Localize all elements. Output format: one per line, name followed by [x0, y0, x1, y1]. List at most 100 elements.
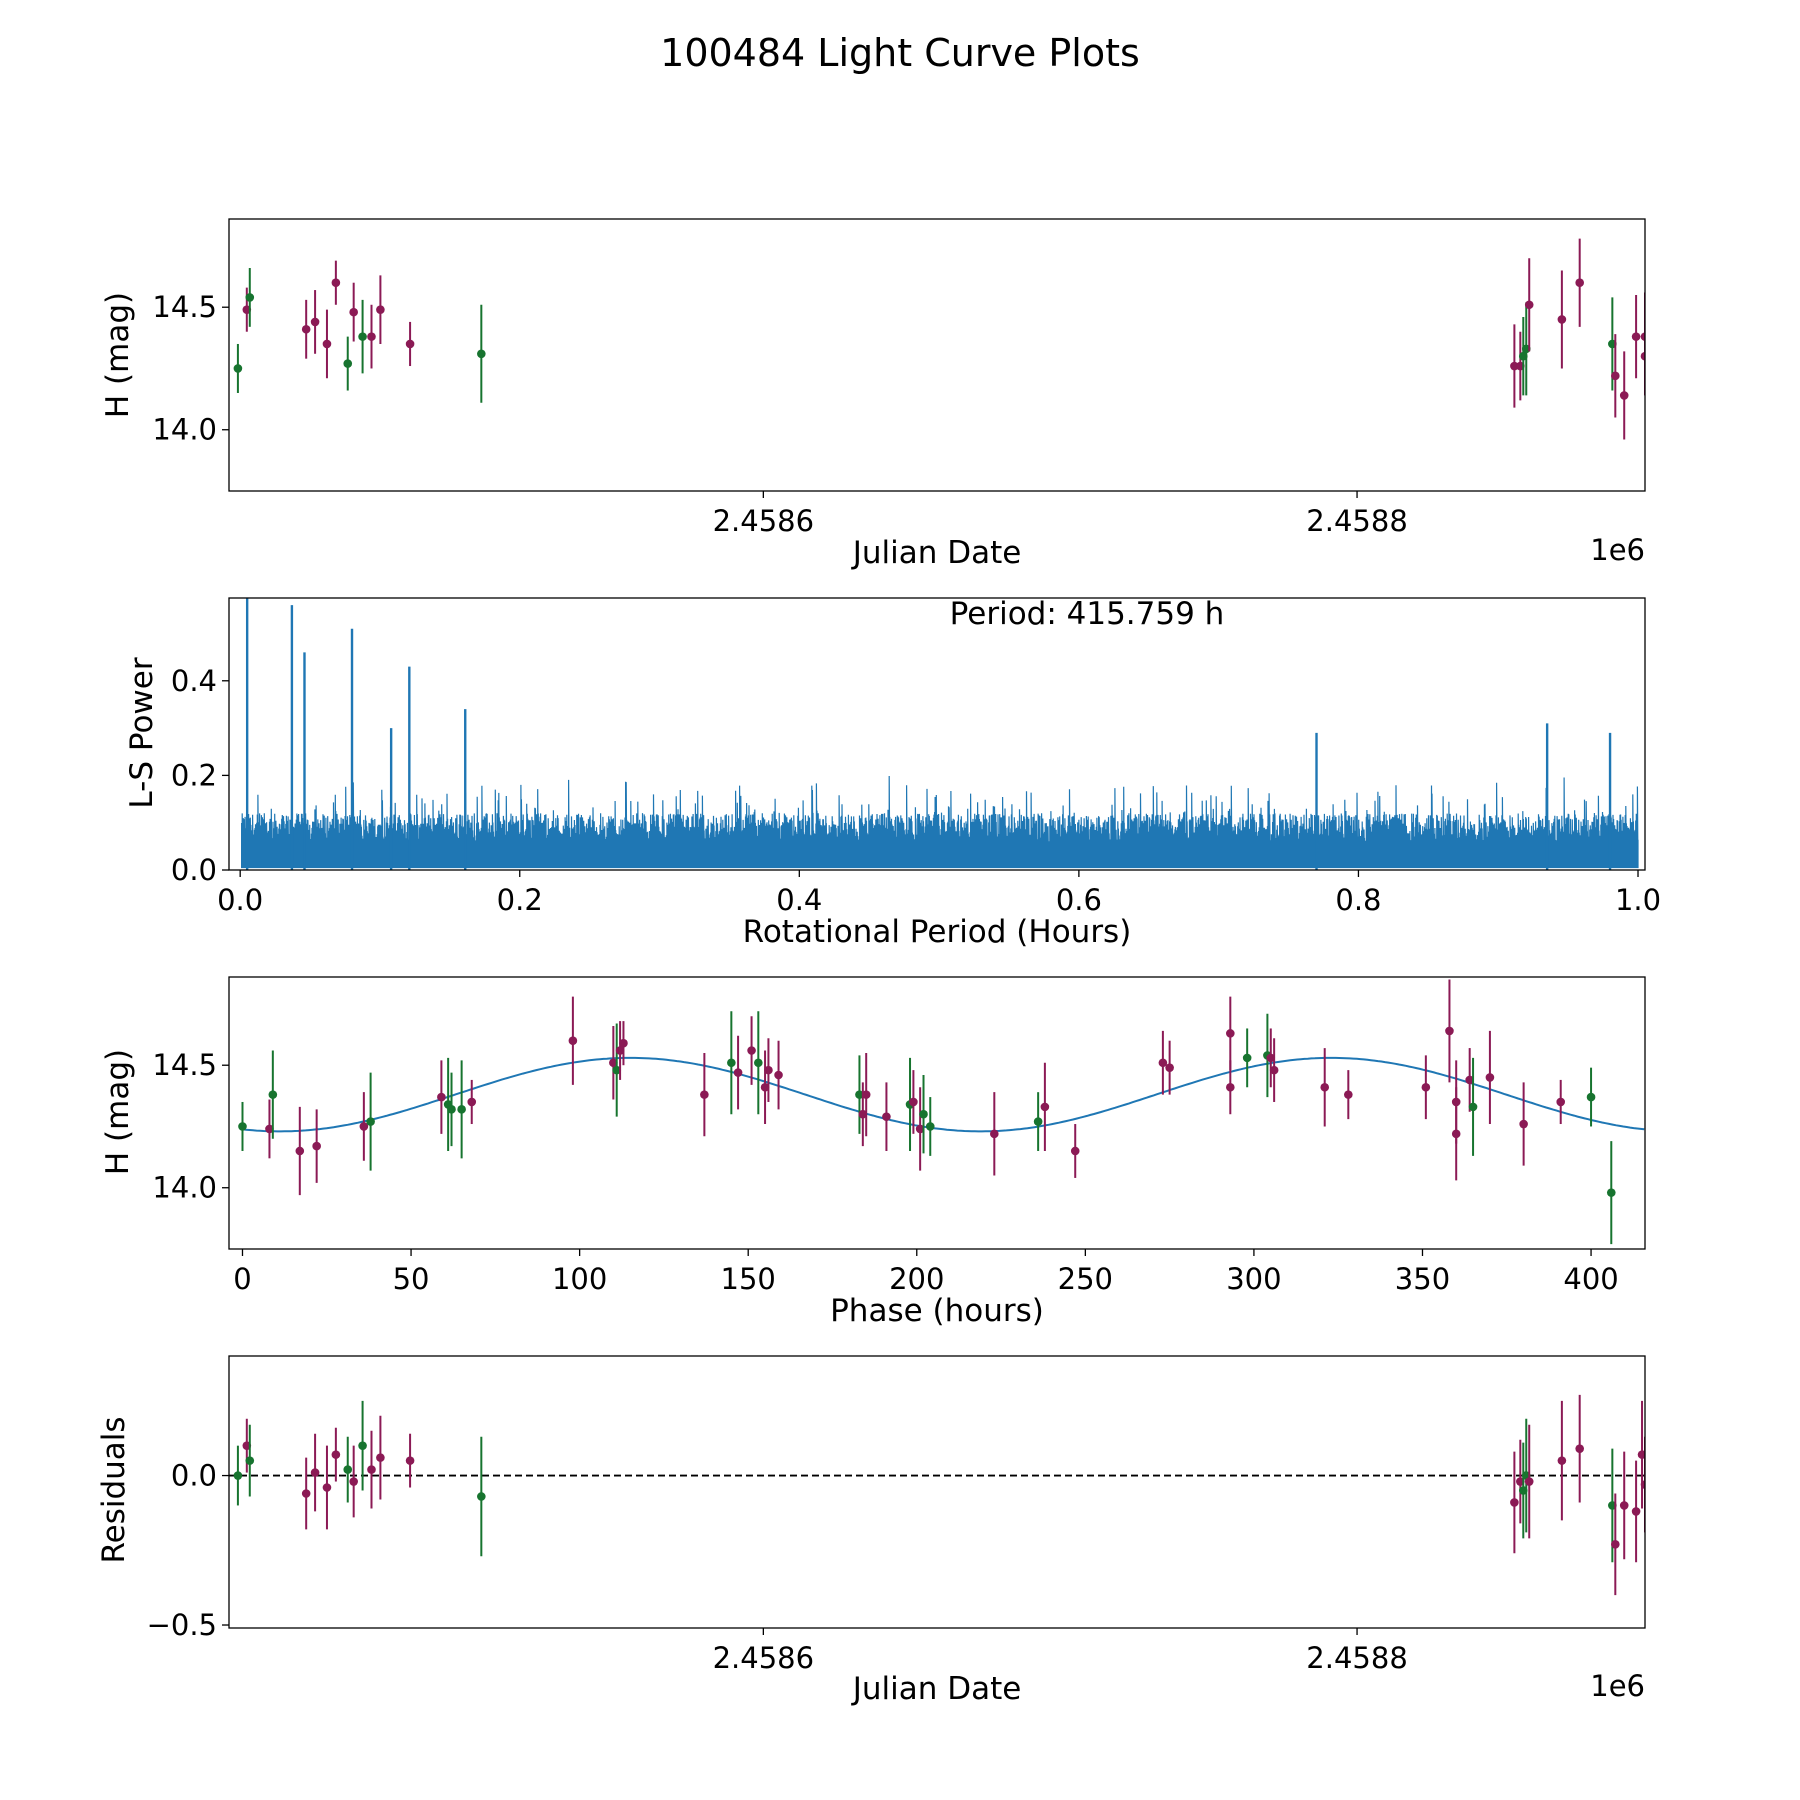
x-tick-label: 0: [233, 1262, 251, 1296]
data-point: [349, 307, 358, 317]
data-point: [1557, 1456, 1567, 1465]
periodogram-series: [241, 598, 1639, 870]
data-point: [1242, 1053, 1252, 1063]
data-point: [615, 1046, 625, 1055]
data-point: [1510, 361, 1519, 371]
data-point: [1468, 1102, 1478, 1112]
y-tick-label: 14.5: [152, 290, 217, 324]
data-point: [467, 1097, 477, 1107]
plot-frame: [228, 976, 1646, 1250]
y-tick-label: 14.0: [152, 1171, 217, 1205]
data-point: [760, 1082, 770, 1092]
data-point: [1575, 1444, 1584, 1453]
data-point: [405, 1456, 415, 1465]
period-annotation: Period: 415.759 h: [950, 596, 1225, 632]
data-point: [1320, 1082, 1330, 1092]
data-point: [1709, 1477, 1718, 1486]
data-point: [861, 1090, 871, 1099]
data-point: [1040, 1102, 1050, 1112]
data-point: [733, 1068, 743, 1077]
data-point: [1619, 1501, 1629, 1510]
data-point: [882, 1112, 891, 1121]
periodogram-panel: Rotational Period (Hours) L-S Power 0.0 0…: [124, 596, 1661, 950]
data-point: [1158, 1058, 1168, 1068]
x-tick-label: 2.4588: [1306, 504, 1407, 538]
data-point: [310, 1468, 320, 1477]
x-tick-label: 2.4586: [713, 504, 814, 538]
lightcurve-xlabel: Julian Date: [851, 535, 1022, 571]
data-point: [855, 1090, 864, 1099]
data-point: [1637, 1450, 1645, 1459]
lightcurve-offset-label: 1e6: [1590, 533, 1645, 567]
data-point: [1556, 1097, 1566, 1107]
data-point: [376, 305, 385, 314]
data-point: [858, 1109, 868, 1119]
data-point: [1659, 1465, 1668, 1474]
periodogram-line: [241, 775, 1639, 869]
data-point: [919, 1109, 928, 1119]
data-point: [245, 293, 255, 302]
data-point: [1445, 1026, 1454, 1036]
data-point: [358, 332, 367, 341]
x-tick-label: 0.4: [776, 883, 822, 917]
data-point: [727, 1058, 736, 1068]
phased-ylabel: H (mag): [100, 1049, 136, 1175]
y-tick-label: 14.0: [152, 413, 217, 447]
data-point: [568, 1036, 578, 1046]
data-point: [1679, 1471, 1688, 1480]
periodogram-xlabel: Rotational Period (Hours): [743, 914, 1132, 950]
data-point: [437, 1092, 446, 1102]
data-point: [1640, 332, 1645, 341]
phased-panel: Phase (hours) H (mag) 0 50 100 150 200 250 300…: [100, 976, 1646, 1329]
data-point: [754, 1058, 763, 1068]
data-point: [405, 339, 415, 349]
data-point: [1226, 1082, 1235, 1092]
y-tick-label: 0.0: [171, 1459, 217, 1493]
data-point: [301, 324, 311, 334]
data-point: [367, 332, 376, 341]
data-point: [1226, 1029, 1235, 1038]
data-point: [990, 1129, 999, 1139]
data-point: [1524, 300, 1534, 310]
plot-frame: [228, 218, 1646, 492]
x-tick-label: 200: [889, 1262, 944, 1296]
x-tick-label: 2.4586: [713, 1641, 814, 1675]
data-point: [343, 359, 353, 368]
data-point: [1670, 332, 1679, 341]
data-point: [1344, 1090, 1353, 1099]
data-point: [1611, 371, 1620, 381]
data-point: [609, 1058, 618, 1068]
data-point: [612, 1065, 622, 1075]
data-point: [1266, 1053, 1276, 1063]
figure-title: 100484 Light Curve Plots: [660, 31, 1140, 75]
data-point: [1653, 1459, 1662, 1468]
data-point: [1667, 1492, 1676, 1501]
data-point: [774, 1070, 783, 1080]
data-point: [312, 1141, 321, 1151]
data-point: [1269, 1065, 1279, 1075]
x-tick-label: 2.4588: [1306, 1641, 1407, 1675]
data-point: [1510, 1498, 1519, 1507]
residuals-xlabel: Julian Date: [851, 1671, 1022, 1707]
data-point: [331, 278, 341, 288]
y-tick-label: 0.0: [171, 853, 217, 887]
data-point: [322, 1483, 332, 1492]
x-tick-label: 400: [1563, 1262, 1618, 1296]
data-point: [233, 1471, 243, 1480]
x-tick-label: 100: [552, 1262, 607, 1296]
plot-frame: [228, 1355, 1646, 1629]
x-tick-label: 150: [721, 1262, 776, 1296]
data-point: [1673, 1426, 1682, 1435]
data-point: [1664, 327, 1673, 336]
data-point: [1070, 1146, 1080, 1156]
data-point: [1640, 1480, 1645, 1489]
data-point: [233, 364, 243, 373]
fit-curve: [242, 1056, 1645, 1133]
data-point: [1421, 1082, 1431, 1092]
data-point: [1679, 367, 1688, 376]
residuals-offset-label: 1e6: [1590, 1669, 1645, 1703]
data-point: [1465, 1075, 1474, 1085]
lightcurve-panel: Julian Date H (mag) 1e6 2.45862.45882.45…: [100, 218, 1688, 571]
data-point: [301, 1489, 311, 1498]
